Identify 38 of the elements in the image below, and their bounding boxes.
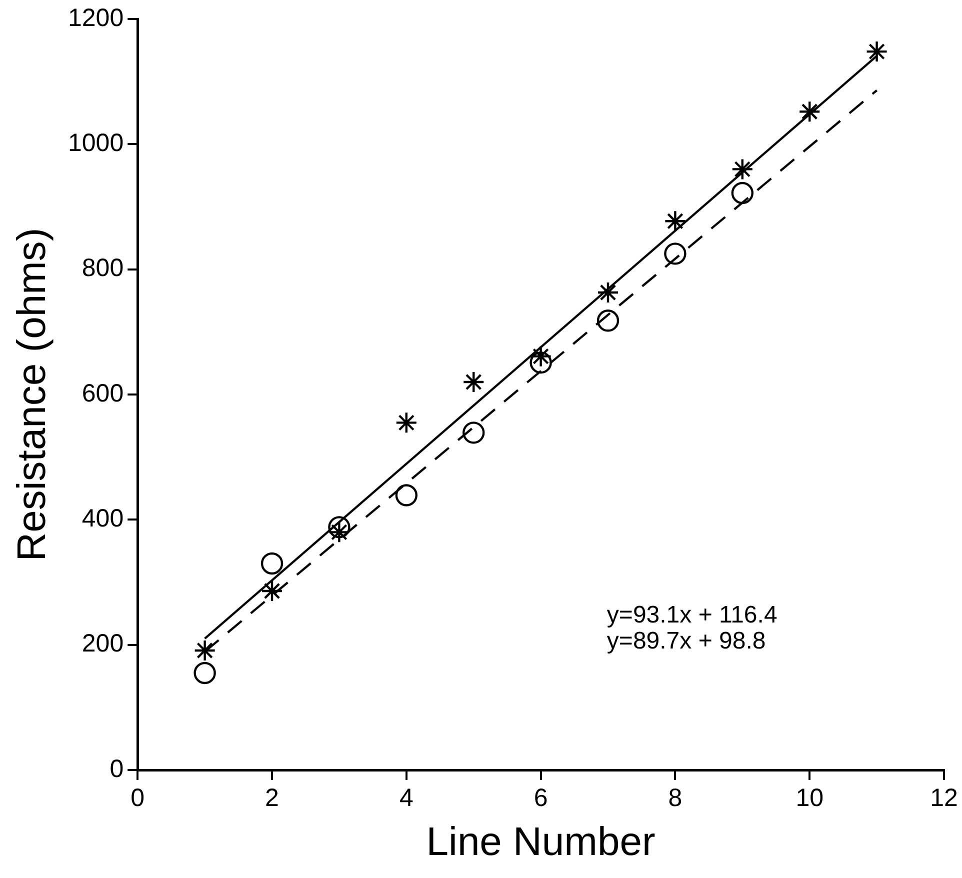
point [194,662,216,684]
point [395,412,418,434]
point [462,422,485,444]
point [866,40,888,63]
x-axis-title: Line Number [426,820,656,864]
point [731,182,754,204]
point [798,100,821,123]
x-tick-label: 4 [399,784,414,812]
y-tick-label: 400 [82,504,124,533]
annotation: y=89.7x + 98.8 [606,628,766,655]
point [596,281,620,304]
y-tick-label: 1200 [68,4,124,32]
x-tick-label: 6 [534,784,548,812]
y-tick-label: 1000 [68,129,124,158]
y-tick-label: 800 [82,254,124,282]
point [664,242,686,265]
x-tick-label: 12 [930,784,958,812]
point [328,516,350,538]
point [530,351,552,374]
y-tick-label: 0 [110,754,124,783]
point [328,521,350,544]
point [260,580,284,602]
y-axis-title: Resistance (ohms) [10,228,54,562]
point [194,639,216,662]
annotation: y=93.1x + 116.4 [606,602,778,629]
x-tick-label: 2 [265,784,279,812]
point [664,210,686,232]
y-tick-label: 600 [82,379,124,408]
point [596,310,620,332]
x-tick-label: 0 [130,784,145,812]
x-tick-label: 8 [668,784,682,812]
x-tick-label: 10 [796,784,824,812]
point [395,484,418,506]
point [731,158,754,180]
point [462,370,485,394]
y-tick-label: 200 [82,630,124,658]
point [260,552,284,575]
point [530,345,552,368]
